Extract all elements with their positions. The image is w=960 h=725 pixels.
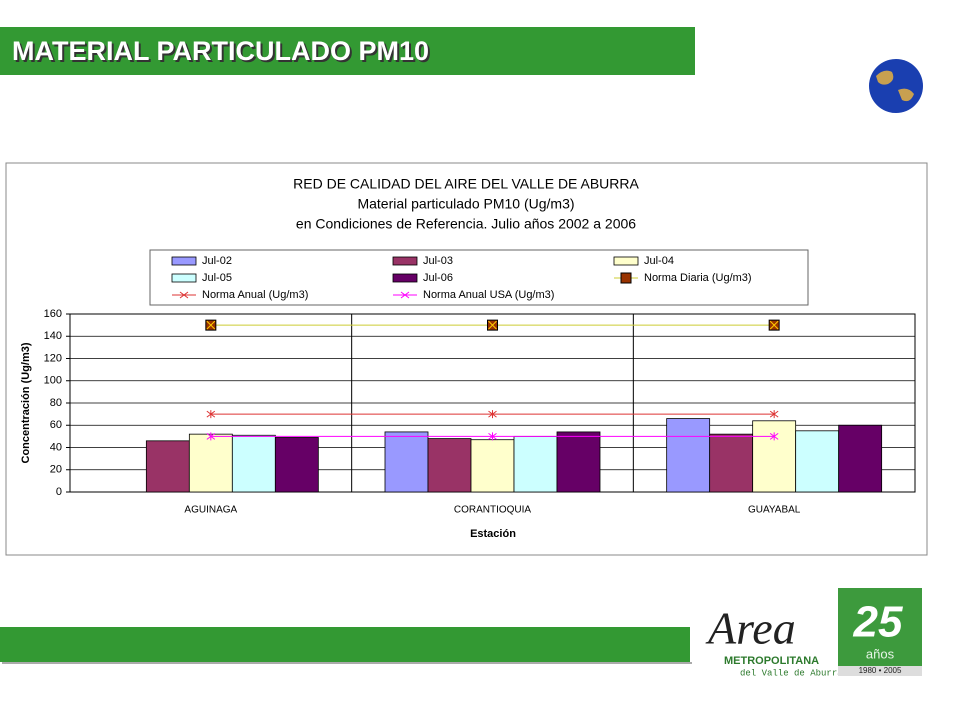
bar bbox=[795, 430, 840, 493]
logo-number: 25 bbox=[853, 598, 903, 647]
bar bbox=[274, 437, 319, 493]
legend-marker bbox=[179, 291, 189, 299]
legend-label: Norma Diaria (Ug/m3) bbox=[644, 272, 752, 284]
legend-swatch bbox=[171, 273, 197, 283]
y-tick-label: 120 bbox=[44, 352, 62, 364]
legend-swatch bbox=[392, 273, 418, 283]
bar bbox=[384, 431, 429, 493]
y-tick-label: 20 bbox=[50, 464, 62, 476]
marker bbox=[206, 410, 216, 419]
x-axis-label: Estación bbox=[470, 528, 516, 540]
slide-title: MATERIAL PARTICULADO PM10 bbox=[12, 36, 429, 66]
bar bbox=[188, 433, 233, 493]
x-tick-label: AGUINAGA bbox=[184, 505, 237, 516]
logo-badge bbox=[838, 588, 922, 666]
legend-label: Jul-04 bbox=[644, 255, 674, 267]
y-tick-label: 140 bbox=[44, 330, 62, 342]
x-tick-label: CORANTIOQUIA bbox=[454, 505, 532, 516]
marker-x bbox=[769, 320, 779, 330]
bar bbox=[145, 440, 190, 493]
globe bbox=[869, 59, 923, 113]
bar bbox=[513, 435, 558, 493]
legend-marker bbox=[400, 291, 410, 299]
legend-label: Jul-02 bbox=[202, 255, 232, 267]
marker bbox=[769, 432, 779, 441]
y-tick-label: 160 bbox=[44, 308, 62, 320]
logo-years: años bbox=[866, 646, 895, 661]
legend-label: Jul-05 bbox=[202, 272, 232, 284]
y-tick-label: 40 bbox=[50, 441, 62, 453]
x-tick-label: GUAYABAL bbox=[748, 505, 801, 516]
bar bbox=[556, 431, 601, 493]
title-bar bbox=[0, 27, 695, 75]
y-tick-label: 100 bbox=[44, 375, 62, 387]
logo-word: Area bbox=[705, 603, 796, 654]
logo-name: METROPOLITANA bbox=[724, 655, 819, 667]
legend-swatch bbox=[613, 256, 639, 266]
logo-range-bar bbox=[838, 666, 922, 676]
legend-label: Norma Anual (Ug/m3) bbox=[202, 289, 308, 301]
legend-swatch bbox=[171, 256, 197, 266]
bar bbox=[752, 420, 797, 493]
legend-swatch bbox=[392, 256, 418, 266]
legend-label: Jul-03 bbox=[423, 255, 453, 267]
y-axis-label: Concentración (Ug/m3) bbox=[20, 342, 32, 463]
chart-title: RED DE CALIDAD DEL AIRE DEL VALLE DE ABU… bbox=[293, 176, 639, 192]
y-tick-label: 60 bbox=[50, 419, 62, 431]
y-tick-label: 0 bbox=[56, 486, 62, 498]
bar bbox=[427, 438, 472, 493]
y-tick-label: 80 bbox=[50, 397, 62, 409]
marker bbox=[206, 432, 216, 441]
footer-bar bbox=[0, 627, 690, 662]
logo-sub: del Valle de Aburrá bbox=[740, 668, 843, 678]
marker bbox=[488, 432, 497, 441]
bar bbox=[470, 439, 515, 493]
bar bbox=[838, 424, 883, 493]
logo-range: 1980 • 2005 bbox=[859, 666, 902, 675]
marker-x bbox=[488, 320, 497, 330]
legend-label: Norma Anual USA (Ug/m3) bbox=[423, 289, 554, 301]
marker-x bbox=[206, 320, 216, 330]
legend-marker bbox=[620, 272, 632, 284]
chart-title: Material particulado PM10 (Ug/m3) bbox=[357, 196, 574, 212]
bar bbox=[666, 418, 711, 493]
marker bbox=[488, 410, 497, 419]
legend-box bbox=[149, 249, 809, 306]
slide-title-shadow: MATERIAL PARTICULADO PM10 bbox=[14, 38, 431, 68]
marker bbox=[769, 410, 779, 419]
bar bbox=[709, 433, 754, 493]
legend-label: Jul-06 bbox=[423, 272, 453, 284]
bar bbox=[231, 434, 276, 493]
chart-title: en Condiciones de Referencia. Julio años… bbox=[296, 216, 636, 232]
